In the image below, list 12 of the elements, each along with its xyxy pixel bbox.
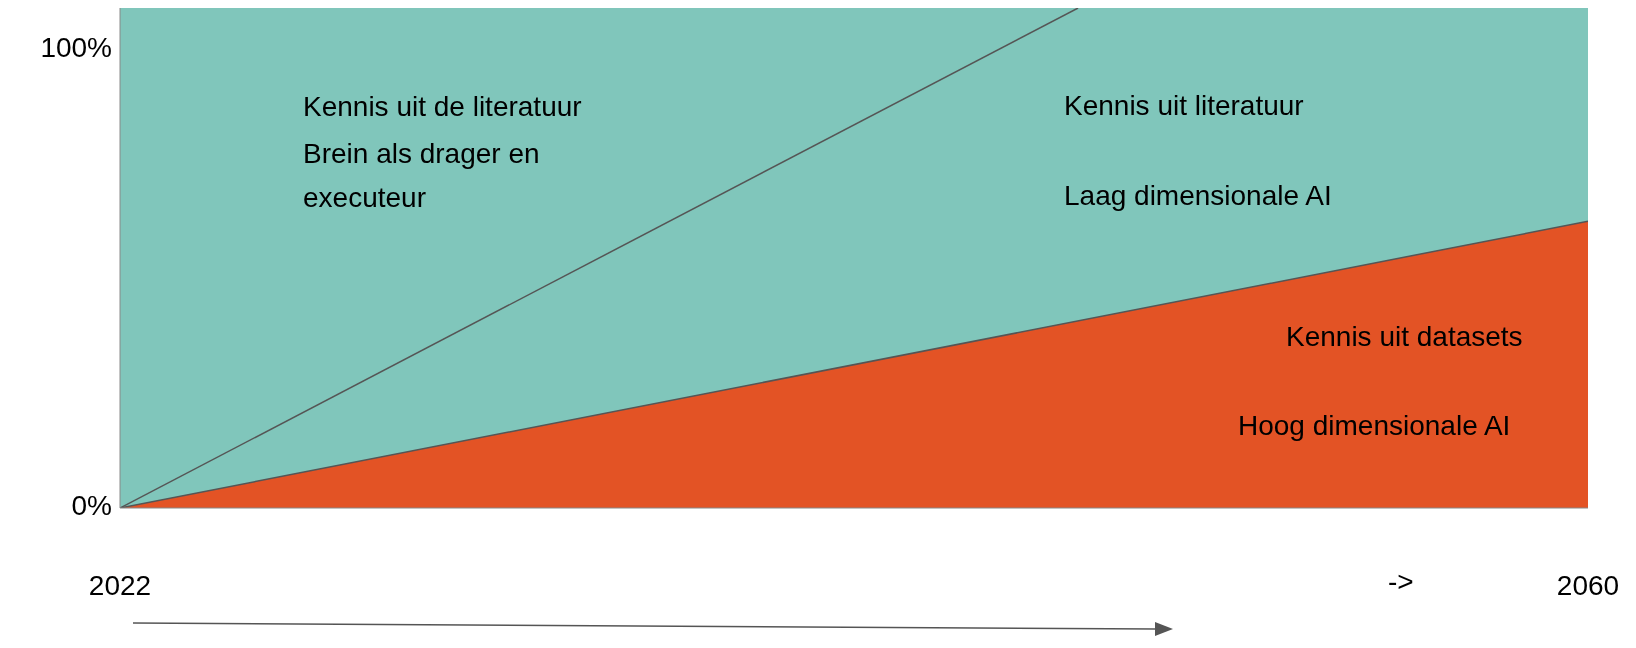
annotation: Kennis uit datasets (1286, 320, 1523, 353)
annotation: Hoog dimensionale AI (1238, 409, 1511, 442)
y-tick-label: 0% (71, 490, 112, 522)
y-tick-label: 100% (40, 31, 112, 63)
annotation: Brein als drager en (303, 137, 540, 170)
x-tick-label: 2022 (88, 570, 152, 602)
annotation: Kennis uit de literatuur (303, 90, 582, 123)
x-tick-label: 2060 (1556, 570, 1620, 602)
text: -> (1388, 565, 1414, 598)
annotation: executeur (303, 181, 426, 214)
annotation: Kennis uit literatuur (1064, 89, 1304, 122)
annotation: Laag dimensionale AI (1064, 179, 1332, 212)
